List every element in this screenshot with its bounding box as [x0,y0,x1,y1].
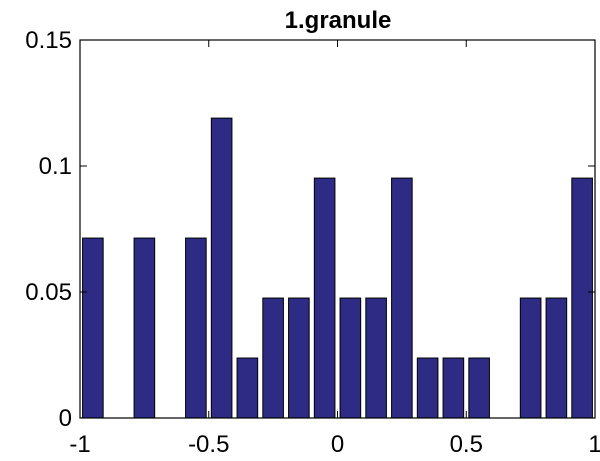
x-tick-label: 0 [331,431,344,458]
x-tick-label: 1 [588,431,600,458]
y-tick-label: 0 [59,405,72,432]
bar [468,357,490,419]
bar [391,177,413,419]
bar [288,297,310,419]
ticks-group [79,39,596,419]
bar [313,177,336,419]
bar [442,357,465,419]
bar [133,237,156,419]
axes-box [79,39,596,419]
bar [519,297,542,419]
y-tick-label: 0.1 [39,153,72,180]
bar [82,237,104,419]
chart-title: 1.granule [285,7,392,34]
bar [571,177,593,419]
x-tick-label: -0.5 [188,431,229,458]
bar [365,297,387,419]
bar [236,357,259,419]
x-tick-label: 0.5 [450,431,483,458]
bar [262,297,284,419]
x-tick-label: -1 [69,431,90,458]
bar [185,237,207,419]
bar [545,297,568,419]
bar [416,357,439,419]
bars-group [82,117,593,419]
bar [210,117,233,419]
y-tick-label: 0.15 [25,27,72,54]
y-tick-labels: 0 0.05 0.1 0.15 [25,27,72,432]
y-tick-label: 0.05 [25,279,72,306]
bar [339,297,362,419]
x-tick-labels: -1 -0.5 0 0.5 1 [69,431,600,458]
